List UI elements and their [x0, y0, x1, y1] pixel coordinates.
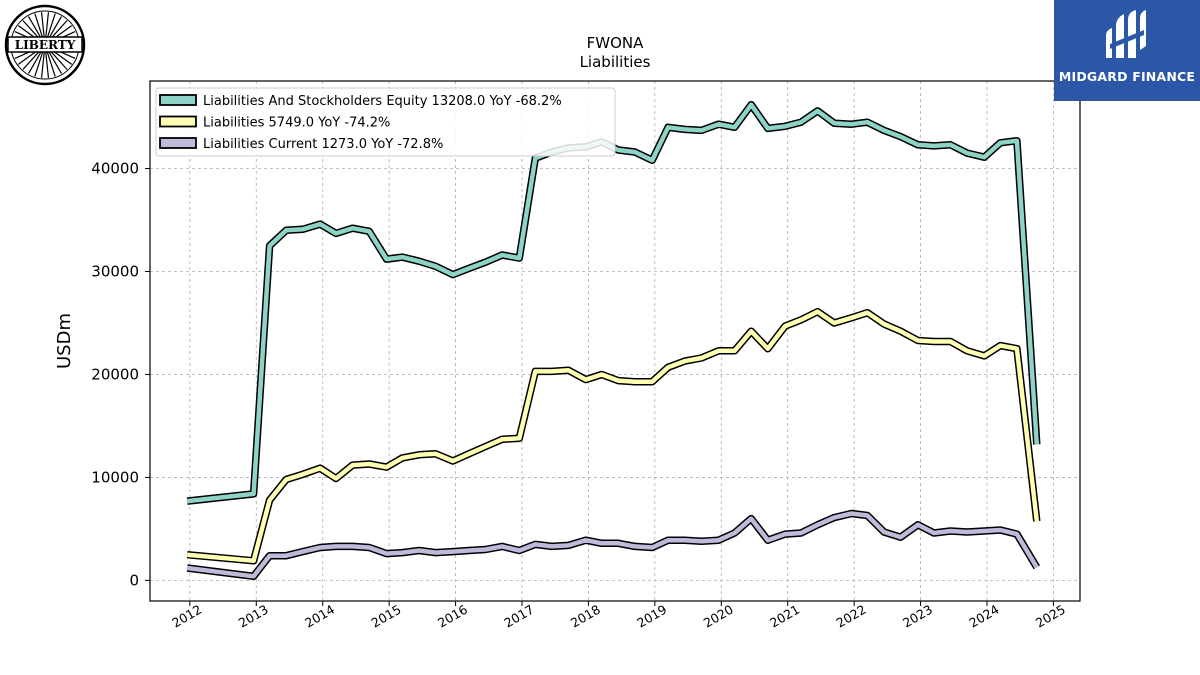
- axes: 2012 2013 2014 2015 2016 2017 2018 2019 2020 2021…: [91, 80, 1081, 631]
- midgard-brand-text: MIDGARD FINANCE: [1058, 69, 1196, 84]
- x-tick-label: 2022: [834, 602, 869, 631]
- x-tick-label: 2012: [169, 602, 204, 631]
- liberty-logo-icon: LIBERTY: [4, 4, 86, 86]
- seal-ray: [45, 51, 50, 78]
- y-tick-label: 0: [129, 571, 139, 589]
- seal-ray: [22, 49, 41, 70]
- y-axis-label: USDm: [54, 313, 75, 369]
- liberty-logo-text: LIBERTY: [15, 38, 76, 52]
- legend-label-2: Liabilities Current 1273.0 YoY -72.8%: [203, 137, 443, 152]
- legend-label-1: Liabilities 5749.0 YoY -74.2%: [203, 116, 390, 131]
- legend-swatch-0: [159, 94, 197, 106]
- seal-ray: [47, 50, 63, 74]
- x-tick-label: 2020: [701, 602, 736, 631]
- x-tick-label: 2025: [1033, 602, 1068, 631]
- legend: Liabilities And Stockholders Equity 1320…: [155, 87, 616, 157]
- plot-frame: [149, 80, 1081, 602]
- y-tick-label: 40000: [91, 160, 139, 178]
- chart-subtitle: Liabilities: [580, 53, 651, 71]
- y-tick-label: 20000: [91, 365, 139, 383]
- seal-ray: [27, 16, 43, 40]
- x-tick-label: 2024: [966, 602, 1001, 631]
- x-tick-label: 2015: [369, 602, 404, 631]
- series-line-0: [186, 102, 1040, 504]
- seal-ray: [40, 51, 45, 78]
- x-tick-label: 2018: [568, 602, 603, 631]
- y-tick-label: 10000: [91, 468, 139, 486]
- x-tick-label: 2014: [302, 602, 337, 631]
- x-tick-label: 2016: [435, 602, 470, 631]
- seal-ray: [49, 49, 68, 70]
- legend-box: [155, 87, 616, 157]
- seal-ray: [27, 50, 43, 74]
- series-lines: [186, 100, 1041, 581]
- grid: [150, 81, 1080, 601]
- series-line-2: [186, 511, 1039, 579]
- seal-ray: [40, 12, 45, 39]
- series-line-1: [186, 309, 1040, 564]
- midgard-logo-icon: [1106, 10, 1146, 58]
- x-tick-label: 2021: [767, 602, 802, 631]
- midgard-finance-logo: MIDGARD FINANCE: [1054, 0, 1200, 101]
- seal-ray: [47, 16, 63, 40]
- seal-ray: [46, 13, 56, 39]
- x-tick-label: 2013: [236, 602, 271, 631]
- series-outline-1: [186, 307, 1041, 565]
- seal-ray: [34, 13, 44, 39]
- seal-ray: [45, 12, 50, 39]
- x-tick-label: 2017: [501, 602, 536, 631]
- legend-swatch-1: [159, 115, 197, 128]
- series-outline-0: [186, 100, 1041, 505]
- x-tick-label: 2019: [634, 602, 669, 631]
- legend-label-0: Liabilities And Stockholders Equity 1320…: [203, 94, 562, 109]
- y-tick-label: 30000: [91, 262, 139, 280]
- legend-swatch-2: [159, 137, 197, 149]
- chart-title: FWONA: [587, 34, 644, 52]
- x-tick-label: 2023: [900, 602, 935, 631]
- seal-ray: [46, 51, 56, 77]
- seal-ray: [34, 51, 44, 77]
